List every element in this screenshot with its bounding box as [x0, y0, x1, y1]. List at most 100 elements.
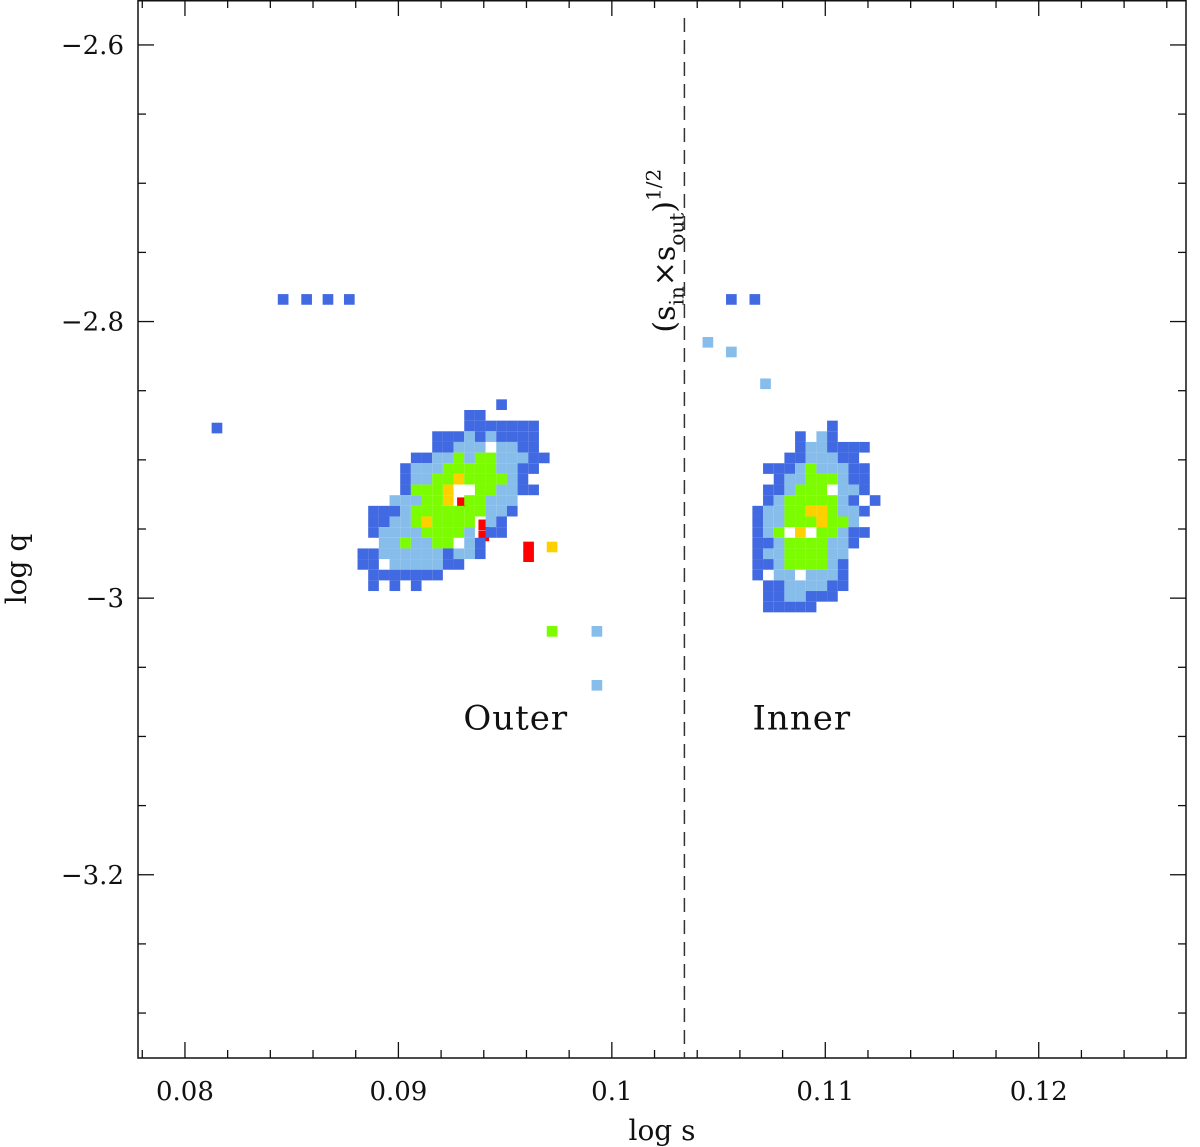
density-cell — [784, 601, 796, 613]
density-cell — [496, 484, 507, 496]
density-cell — [763, 463, 774, 474]
density-cell — [816, 548, 828, 560]
density-cell — [816, 441, 828, 453]
density-cell — [464, 473, 475, 485]
density-cell — [784, 452, 796, 464]
density-cell — [432, 495, 443, 506]
density-cell — [528, 463, 539, 474]
density-cell — [702, 336, 714, 348]
density-cell — [368, 505, 379, 517]
density-cell — [474, 495, 486, 506]
annotation-sub-out: out — [664, 213, 688, 246]
density-cell — [368, 527, 379, 538]
density-cell — [301, 294, 312, 305]
density-cell — [453, 505, 465, 517]
density-cell — [442, 516, 454, 528]
density-cell — [453, 473, 465, 485]
density-cell — [859, 441, 870, 453]
density-cell — [763, 537, 774, 549]
density-cell — [837, 441, 849, 453]
density-cell — [816, 580, 828, 592]
density-cell — [464, 495, 475, 506]
density-cell — [784, 537, 796, 549]
density-cell — [859, 505, 870, 517]
density-cell — [517, 484, 529, 496]
density-cell — [453, 527, 465, 538]
density-cell — [805, 548, 817, 560]
density-cell — [805, 473, 817, 485]
density-cell — [368, 559, 379, 570]
density-cell — [496, 516, 507, 528]
density-cell — [442, 484, 454, 496]
density-cell — [442, 495, 454, 506]
density-cell — [432, 463, 443, 474]
density-cell — [496, 441, 507, 453]
density-cell — [496, 463, 507, 474]
density-cell — [496, 452, 507, 464]
density-cell — [773, 537, 785, 549]
density-cell — [795, 452, 806, 464]
density-cell — [837, 527, 849, 538]
density-cell — [442, 473, 454, 485]
density-cell — [784, 591, 796, 602]
annotation-sub-in: in — [664, 286, 688, 305]
density-cell — [528, 441, 539, 453]
density-cell — [816, 484, 828, 496]
density-cell — [378, 516, 390, 528]
density-cell — [763, 559, 774, 570]
density-cell — [837, 516, 849, 528]
density-cell — [816, 505, 828, 517]
density-cell — [496, 505, 507, 517]
density-cell — [827, 473, 838, 485]
density-cell — [410, 463, 422, 474]
density-cell — [816, 495, 828, 506]
density-cell — [410, 569, 422, 581]
density-cell — [827, 591, 838, 602]
density-cell — [726, 294, 737, 305]
density-cell — [421, 463, 433, 474]
density-cell — [837, 580, 849, 592]
density-cell — [795, 559, 806, 570]
density-cell — [859, 527, 870, 538]
density-cell — [442, 431, 454, 442]
density-cell — [773, 548, 785, 560]
density-cell — [726, 346, 737, 358]
density-cell — [784, 548, 796, 560]
density-cell — [784, 559, 796, 570]
density-cell — [474, 548, 486, 560]
density-cell — [837, 559, 849, 570]
density-cell — [432, 537, 443, 549]
annotation-base: (s — [647, 306, 682, 333]
density-cell — [837, 484, 849, 496]
tick-labels: 0.08 0.09 0.1 0.11 0.12 −2.6 −2.8 −3 −3.2 — [61, 31, 1068, 1107]
y-tick-label: −3.2 — [61, 861, 124, 891]
density-cell — [453, 548, 465, 560]
density-cell — [528, 484, 539, 496]
density-cell — [859, 473, 870, 485]
density-cell — [784, 473, 796, 485]
density-cell — [378, 505, 390, 517]
region-label-outer: Outer — [463, 699, 568, 739]
density-cell — [784, 569, 796, 581]
density-cell — [827, 537, 838, 549]
density-cell — [591, 679, 603, 691]
density-cell — [795, 473, 806, 485]
density-cell — [357, 559, 369, 570]
density-cell — [400, 569, 411, 581]
density-cell — [368, 580, 379, 592]
density-cell — [485, 452, 497, 464]
density-cell — [523, 541, 534, 553]
density-cell — [827, 495, 838, 506]
density-cell — [546, 626, 558, 637]
density-cell — [827, 463, 838, 474]
density-cell — [464, 505, 475, 517]
density-cell — [464, 452, 475, 464]
density-cell — [421, 473, 433, 485]
density-cell — [453, 431, 465, 442]
density-cell — [523, 551, 534, 562]
density-cell — [453, 463, 465, 474]
density-cell — [485, 420, 497, 432]
density-cell — [485, 527, 497, 538]
density-cell — [827, 431, 838, 442]
density-cell — [805, 495, 817, 506]
